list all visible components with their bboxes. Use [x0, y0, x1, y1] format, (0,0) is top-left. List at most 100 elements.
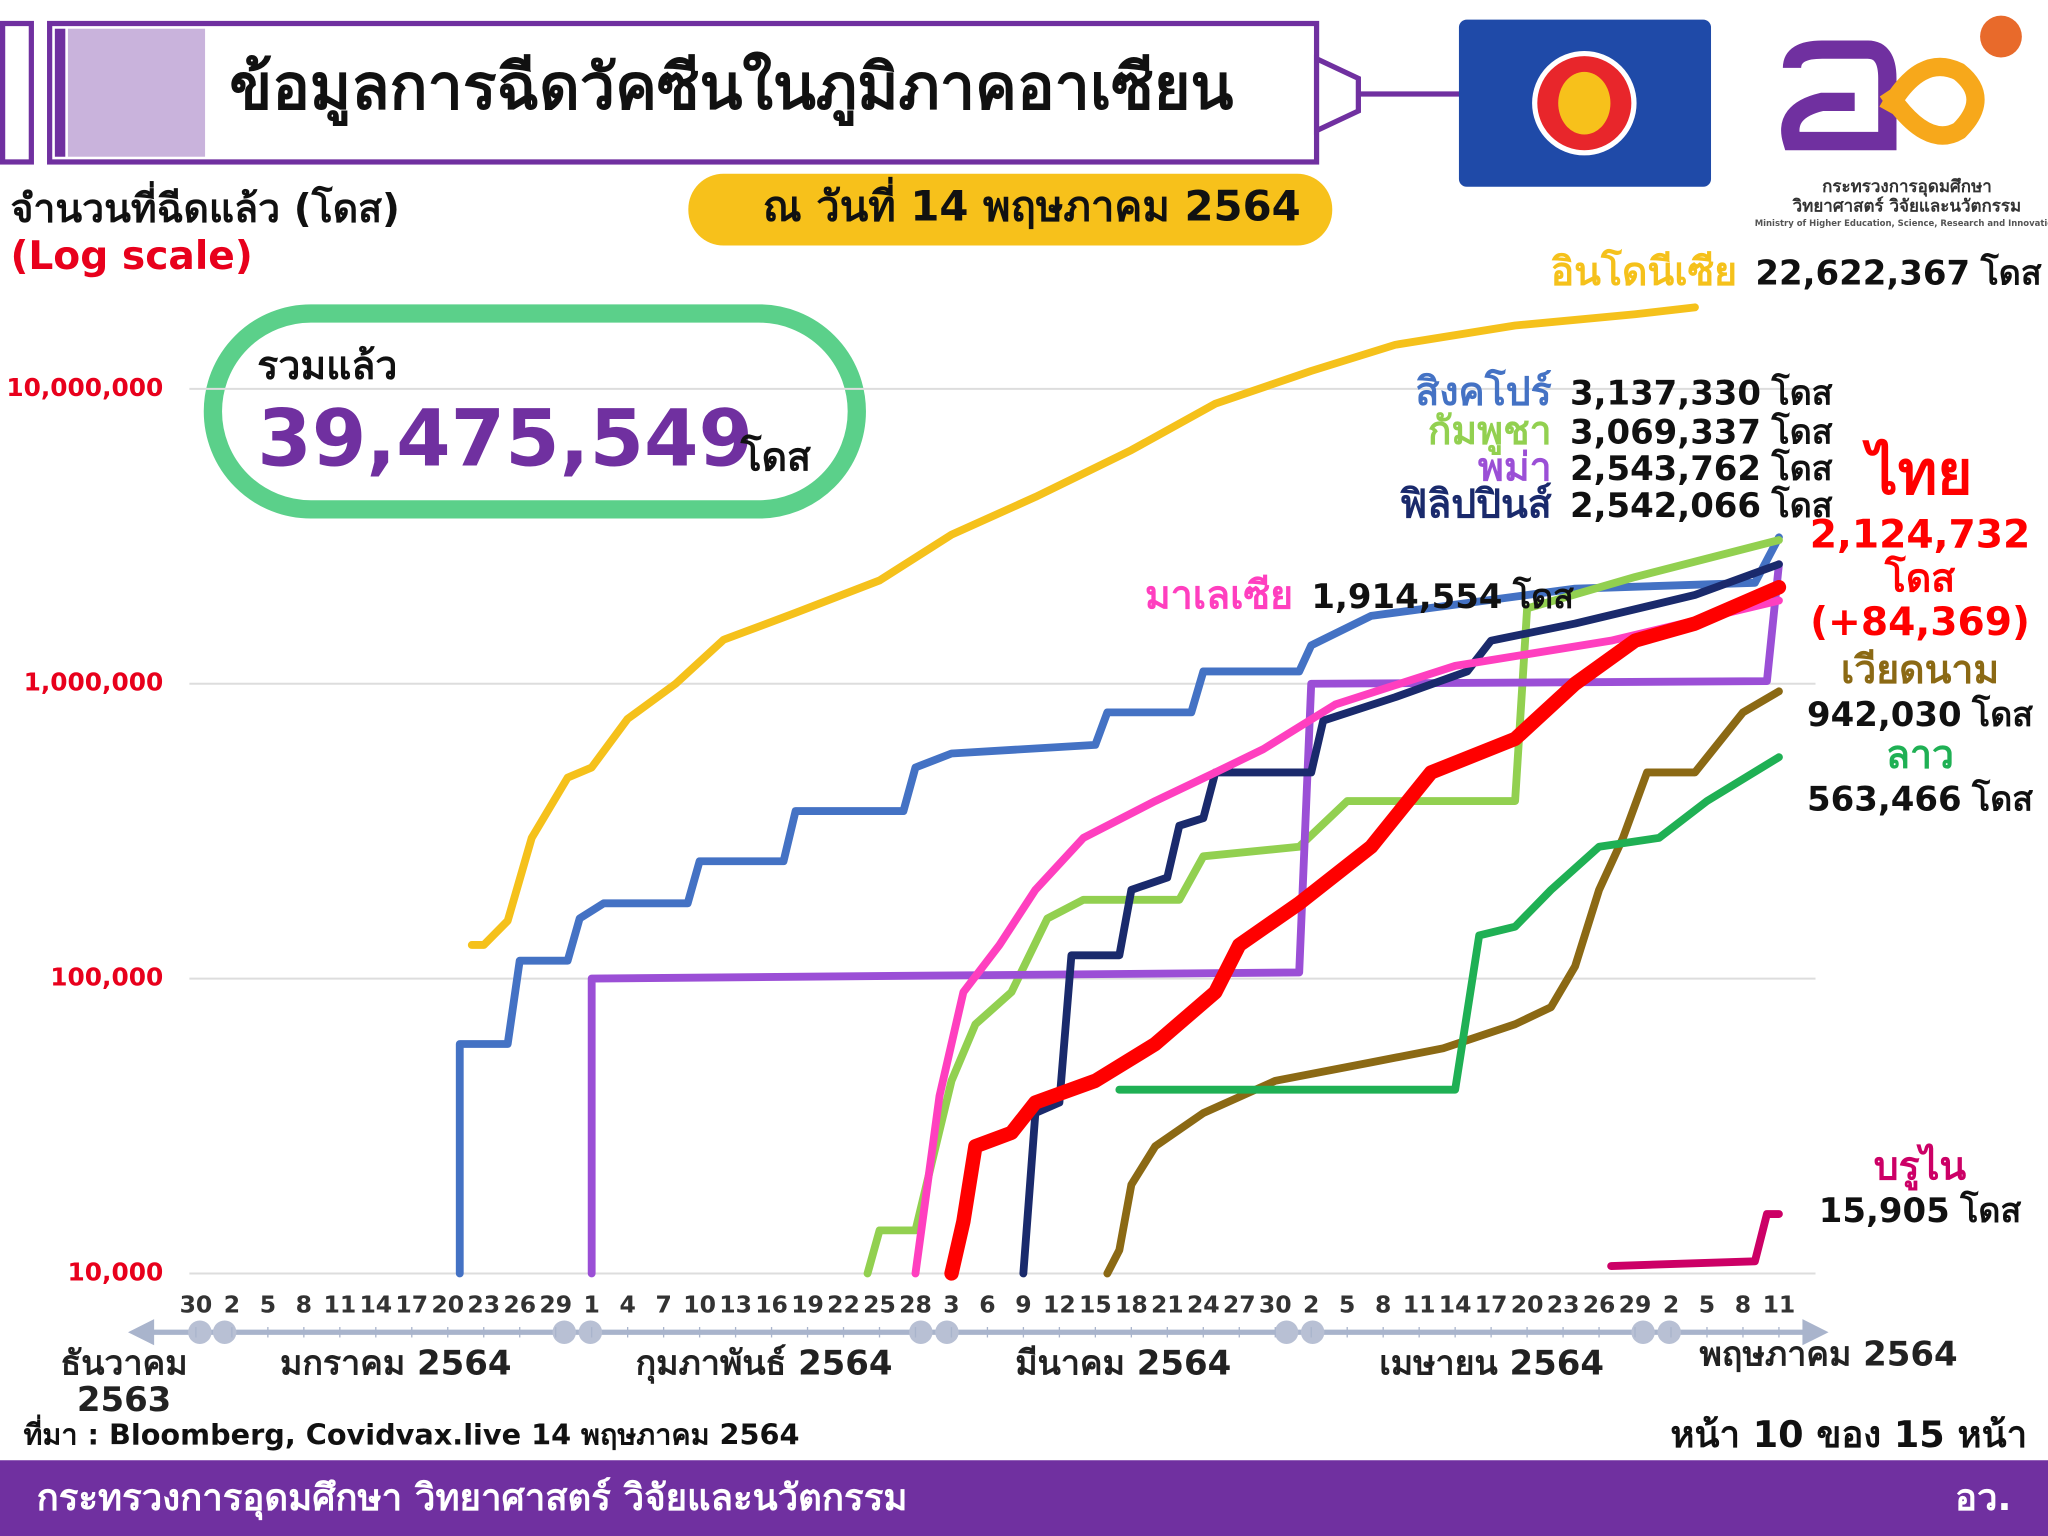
x-tick-label: 3 — [943, 1291, 959, 1319]
series-line — [944, 580, 1787, 1281]
x-tick-label: 27 — [1223, 1291, 1256, 1319]
series-total: 3,069,337 โดส — [1570, 411, 1833, 452]
series-total: 1,914,554 โดส — [1311, 576, 1574, 617]
x-tick-label: 30 — [1259, 1291, 1292, 1319]
syringe-plunger — [0, 20, 34, 165]
series-total-value: 3,069,337 — [1570, 412, 1761, 452]
x-tick-label: 21 — [1151, 1291, 1184, 1319]
x-tick-label: 14 — [359, 1291, 392, 1319]
series-total-value: 2,542,066 — [1570, 485, 1761, 525]
x-tick-label: 20 — [1511, 1291, 1544, 1319]
x-tick-label: 22 — [827, 1291, 860, 1319]
series-name: พม่า — [1478, 446, 1552, 491]
series-total: 2,543,762 โดส — [1570, 448, 1833, 489]
x-tick-label: 17 — [1475, 1291, 1508, 1319]
scale-note: (Log scale) — [10, 234, 252, 279]
total-value: 39,475,549 — [257, 394, 753, 485]
x-tick-label: 10 — [683, 1291, 716, 1319]
axis-dot — [578, 1320, 603, 1344]
series-unit: โดส — [1971, 778, 2033, 819]
x-tick-label: 26 — [1583, 1291, 1616, 1319]
x-tick-label: 15 — [1079, 1291, 1112, 1319]
x-tick-label: 11 — [323, 1291, 356, 1319]
x-tick-label: 5 — [1339, 1291, 1355, 1319]
date-pill — [688, 173, 1333, 246]
series-line — [587, 560, 1783, 1278]
axis-dot — [935, 1320, 959, 1344]
series-name: ฟิลิปปินส์ — [1400, 481, 1552, 527]
series-name: บรูไน — [1874, 1142, 1967, 1190]
x-axis-arrow — [1802, 1319, 1829, 1346]
title: ข้อมูลการฉีดวัคซีนในภูมิภาคอาเซียน — [229, 51, 1233, 127]
y-tick-label: 100,000 — [50, 963, 163, 992]
series-total-value: 1,914,554 — [1311, 577, 1502, 617]
x-tick-label: 2 — [1663, 1291, 1679, 1319]
series-line — [863, 536, 1783, 1278]
x-tick-label: 2 — [1303, 1291, 1319, 1319]
x-tick-label: 30 — [180, 1291, 213, 1319]
series-line — [1019, 560, 1783, 1278]
month-label: 2563 — [77, 1380, 171, 1420]
series-name: ลาว — [1886, 733, 1954, 778]
series-name: ไทย — [1861, 437, 1972, 508]
axis-dot — [212, 1320, 237, 1344]
series-unit: โดส — [1980, 252, 2042, 293]
axis-dot — [1657, 1320, 1681, 1344]
y-axis-label: จำนวนที่ฉีดแล้ว (โดส) — [10, 181, 400, 232]
x-tick-label: 12 — [1043, 1291, 1076, 1319]
syringe-stopper — [54, 28, 66, 157]
series-unit: โดส — [1959, 1190, 2021, 1231]
x-tick-label: 6 — [979, 1291, 995, 1319]
ministry-th: วิทยาศาสตร์ วิจัยและนวัตกรรม — [1792, 195, 2021, 216]
series-name: กัมพูชา — [1428, 409, 1552, 455]
x-tick-label: 8 — [1735, 1291, 1751, 1319]
series-total-value: 563,466 — [1807, 779, 1962, 819]
axis-dot — [1300, 1320, 1325, 1344]
series-line — [455, 533, 1783, 1278]
y-tick-label: 10,000,000 — [6, 373, 163, 402]
x-tick-label: 23 — [1547, 1291, 1580, 1319]
series-unit: โดส — [1771, 448, 1833, 489]
series-unit: โดส — [1771, 484, 1833, 525]
x-tick-label: 18 — [1115, 1291, 1148, 1319]
series-total: 563,466 โดส — [1807, 778, 2033, 819]
x-tick-label: 23 — [467, 1291, 500, 1319]
series-line — [1115, 753, 1783, 1094]
series-line — [911, 596, 1783, 1278]
syringe-body — [47, 20, 1320, 165]
x-tick-label: 11 — [1403, 1291, 1436, 1319]
ministry-th: กระทรวงการอุดมศึกษา — [1822, 177, 1992, 197]
syringe-fill — [67, 28, 206, 157]
x-tick-label: 29 — [1619, 1291, 1652, 1319]
series-name: สิงคโปร์ — [1415, 368, 1551, 415]
x-tick-label: 1 — [583, 1291, 599, 1319]
month-label: กุมภาพันธ์ 2564 — [636, 1343, 893, 1384]
axis-dot — [188, 1320, 212, 1344]
x-tick-label: 25 — [863, 1291, 896, 1319]
series-total-value: 15,905 — [1819, 1191, 1950, 1231]
series-total: 15,905 โดส — [1819, 1190, 2022, 1231]
x-tick-label: 17 — [395, 1291, 428, 1319]
month-label: มกราคม 2564 — [280, 1343, 512, 1383]
date: ณ วันที่ 14 พฤษภาคม 2564 — [763, 176, 1301, 230]
series-total-value: 22,622,367 — [1755, 253, 1970, 293]
series-unit: โดส — [1771, 411, 1833, 452]
page-number: หน้า 10 ของ 15 หน้า — [1670, 1413, 2027, 1456]
x-tick-label: 19 — [791, 1291, 824, 1319]
x-tick-label: 5 — [260, 1291, 276, 1319]
series-unit: โดส — [1512, 576, 1574, 617]
logo-atom — [1980, 15, 2022, 58]
x-tick-label: 5 — [1699, 1291, 1715, 1319]
x-tick-label: 8 — [296, 1291, 312, 1319]
x-tick-label: 24 — [1187, 1291, 1220, 1319]
x-axis-arrow — [128, 1319, 155, 1346]
series-total: 942,030 โดส — [1807, 693, 2033, 734]
source: ที่มา : Bloomberg, Covidvax.live 14 พฤษภ… — [24, 1414, 800, 1452]
y-tick-label: 1,000,000 — [24, 668, 164, 697]
logo-mark-orange — [1879, 57, 1985, 145]
series-name: เวียดนาม — [1841, 648, 1999, 693]
x-tick-label: 20 — [431, 1291, 464, 1319]
